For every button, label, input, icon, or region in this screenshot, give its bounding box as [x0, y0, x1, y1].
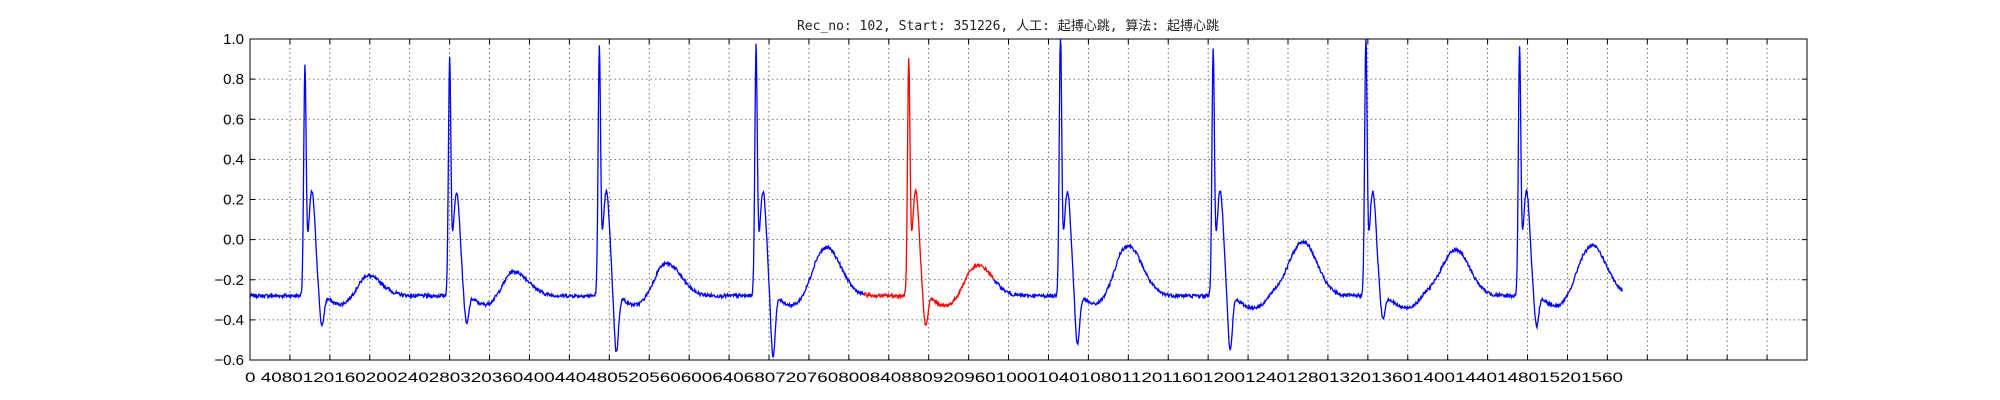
- x-tick-labels: 0 40801201602002402803203604004404805205…: [245, 369, 1623, 385]
- signal-line-blue: [993, 38, 1623, 352]
- y-tick-label: −0.2: [214, 272, 244, 289]
- y-tick-label: 0.0: [223, 232, 244, 249]
- y-tick-label: −0.6: [214, 352, 244, 369]
- y-tick-label: 0.6: [223, 111, 244, 128]
- x-axis: 0 40801201602002402803203604004404805205…: [245, 39, 1808, 385]
- y-tick-label: −0.4: [214, 312, 244, 329]
- signal-line-red: [863, 58, 995, 326]
- chart-title: Rec_no: 102, Start: 351226, 人工: 起搏心跳, 算法…: [797, 18, 1219, 34]
- signal-series: [249, 38, 1623, 358]
- signal-line-blue: [249, 43, 865, 358]
- y-tick-label: 0.8: [223, 71, 244, 88]
- y-axis: 1.0 0.8 0.6 0.4 0.2 0.0 −0.2 −0.4 −0.6: [214, 31, 1807, 369]
- grid: [249, 38, 1808, 361]
- y-tick-label: 0.2: [223, 192, 244, 209]
- y-tick-label: 1.0: [223, 31, 244, 48]
- y-tick-label: 0.4: [223, 151, 244, 168]
